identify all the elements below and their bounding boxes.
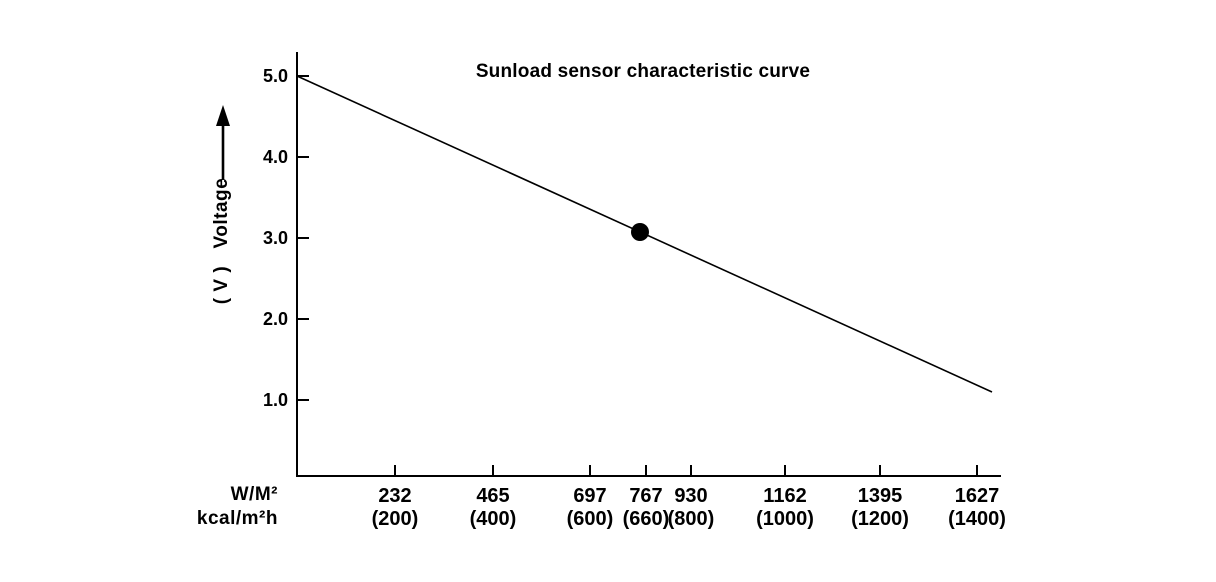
- x-tick-label-wm2: 1395: [857, 485, 903, 507]
- y-tick-label: 4.0: [262, 147, 288, 167]
- x-tick-label-wm2: 232: [378, 485, 412, 507]
- x-tick-label-wm2: 697: [573, 485, 607, 507]
- x-tick-label-kcal: (800): [667, 508, 715, 530]
- y-tick-label: 2.0: [262, 309, 288, 329]
- y-axis-label: ( V ) Voltage: [211, 177, 232, 305]
- x-tick-label-wm2: 1627: [954, 485, 1000, 507]
- x-tick-label-kcal: (660): [622, 508, 670, 530]
- x-tick-label-kcal: (1200): [851, 508, 909, 530]
- x-tick-label-kcal: (200): [371, 508, 419, 530]
- x-axis-unit-wm2: W/M²: [230, 484, 278, 505]
- x-tick-label-kcal: (600): [566, 508, 614, 530]
- x-tick-label-wm2: 767: [629, 485, 663, 507]
- x-tick-label-kcal: (1000): [756, 508, 814, 530]
- marked-point-dot: [631, 223, 649, 241]
- y-tick-label: 5.0: [262, 66, 288, 86]
- x-tick-label-wm2: 465: [476, 485, 510, 507]
- x-axis-unit-kcal: kcal/m²h: [196, 508, 278, 529]
- arrow-head: [216, 105, 230, 126]
- x-tick-label-wm2: 930: [674, 485, 708, 507]
- x-tick-label-kcal: (400): [469, 508, 517, 530]
- chart-title: Sunload sensor characteristic curve: [475, 61, 811, 82]
- x-tick-label-kcal: (1400): [948, 508, 1006, 530]
- x-tick-label-wm2: 1162: [763, 485, 807, 507]
- y-tick-label: 1.0: [262, 390, 288, 410]
- y-tick-label: 3.0: [262, 228, 288, 248]
- up-arrow-icon: [216, 105, 230, 180]
- arrow-shaft: [221, 124, 225, 180]
